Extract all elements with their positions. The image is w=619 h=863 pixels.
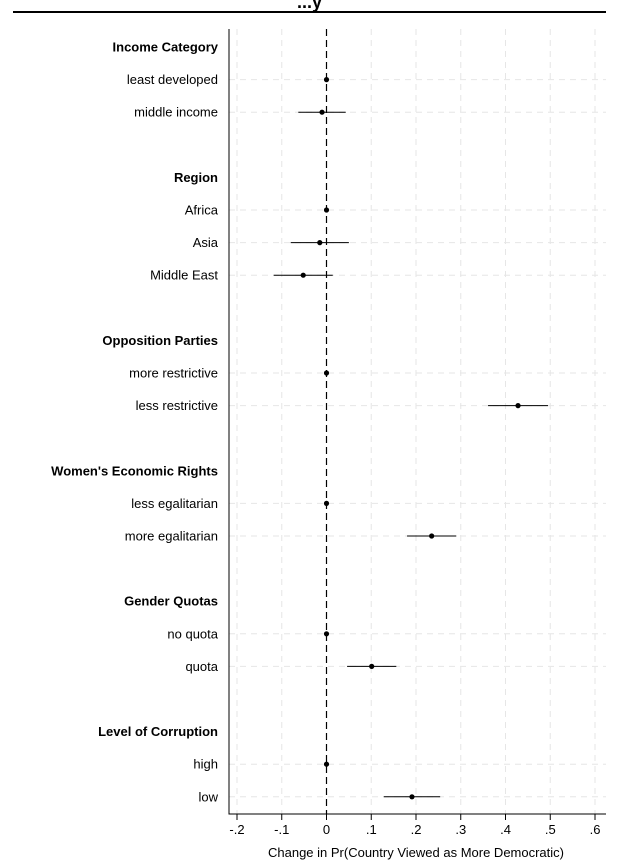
category-label: low (198, 789, 218, 804)
group-label: Level of Corruption (98, 724, 218, 739)
category-label: Middle East (150, 268, 218, 283)
x-tick-label: -.2 (229, 822, 244, 837)
point-estimate (409, 794, 415, 800)
x-tick-label: .1 (366, 822, 377, 837)
top-rule (13, 11, 606, 13)
point-estimate (429, 533, 435, 539)
x-tick-label: .2 (411, 822, 422, 837)
x-tick-label: .3 (455, 822, 466, 837)
x-axis-title: Change in Pr(Country Viewed as More Demo… (268, 845, 564, 860)
point-estimate (323, 631, 330, 637)
point-estimate (515, 403, 521, 409)
group-label: Women's Economic Rights (51, 463, 218, 478)
category-label: quota (185, 659, 218, 674)
row-labels: Income Category least developed middle inc… (51, 40, 219, 805)
grid-layer (229, 29, 606, 814)
point-estimate (319, 109, 325, 115)
category-label: no quota (167, 626, 218, 641)
category-label: high (193, 757, 218, 772)
category-label: less egalitarian (131, 496, 218, 511)
x-tick-label: .4 (500, 822, 511, 837)
category-label: more egalitarian (125, 529, 218, 544)
category-label: Asia (193, 235, 219, 250)
category-label: more restrictive (129, 366, 218, 381)
point-estimate (300, 272, 306, 278)
point-estimate (323, 761, 330, 767)
category-label: middle income (134, 105, 218, 120)
category-label: less restrictive (136, 398, 218, 413)
x-tick-label: .6 (590, 822, 601, 837)
group-label: Gender Quotas (124, 594, 218, 609)
x-tick-label: .5 (545, 822, 556, 837)
group-label: Region (174, 170, 218, 185)
group-label: Opposition Parties (102, 333, 218, 348)
point-estimate (369, 663, 375, 670)
estimate-marks (273, 77, 549, 800)
x-tick-label: 0 (323, 822, 330, 837)
category-label: least developed (127, 72, 218, 87)
point-estimate (317, 240, 323, 246)
page-title: ...y (296, 0, 322, 12)
category-label: Africa (185, 203, 219, 218)
group-label: Income Category (113, 40, 219, 55)
x-tick-label: -.1 (274, 822, 289, 837)
axes: -.2 -.1 0 .1 .2 .3 .4 .5 .6 (228, 29, 606, 837)
